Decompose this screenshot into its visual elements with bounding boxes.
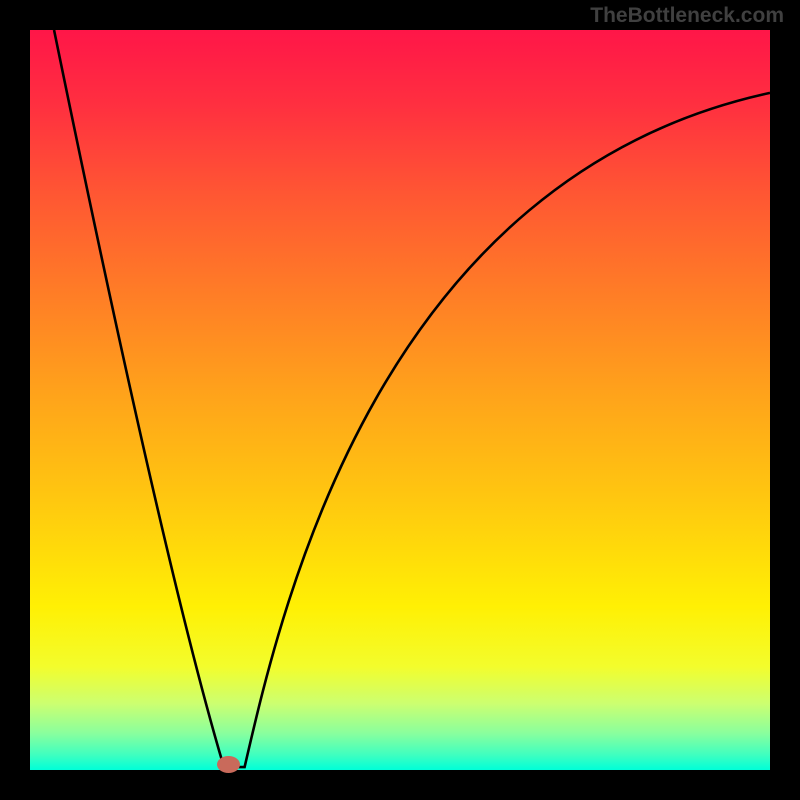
optimum-marker xyxy=(217,756,240,773)
chart-container: TheBottleneck.com xyxy=(0,0,800,800)
curve-path xyxy=(54,30,770,767)
bottleneck-curve xyxy=(30,30,770,770)
watermark-text: TheBottleneck.com xyxy=(590,4,784,28)
plot-area xyxy=(30,30,770,770)
